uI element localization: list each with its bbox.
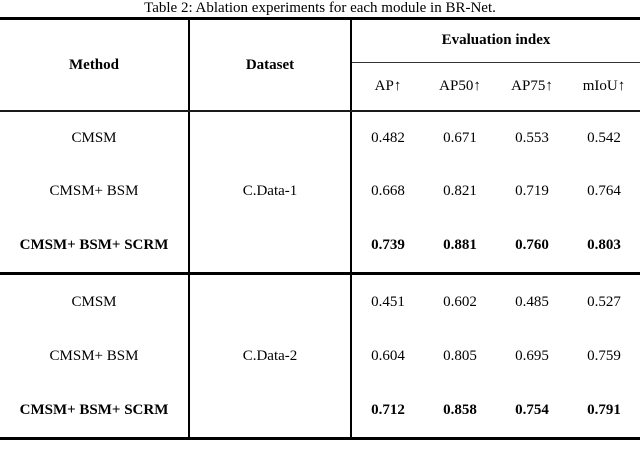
value-cell-ap75: 0.754 [515,401,549,418]
column-header-dataset: Dataset [190,20,352,110]
value-cell-ap50: 0.805 [443,347,477,364]
value-cell-ap: 0.604 [371,347,405,364]
table-row: CMSM 0.482 0.671 0.553 0.542 [0,112,640,166]
dataset-cell: C.Data-2 [190,329,352,383]
table-row: CMSM 0.451 0.602 0.485 0.527 [0,275,640,329]
column-header-method: Method [0,20,190,110]
column-group-evaluation-index: Evaluation index AP↑ AP50↑ AP75↑ mIoU↑ [352,20,640,110]
dataset-cell-spacer [190,218,352,272]
value-cell-ap75: 0.485 [515,293,549,310]
metric-header-ap50: AP50↑ [439,77,481,94]
value-cell-ap50: 0.881 [443,236,477,253]
value-cell-ap: 0.668 [371,183,405,200]
dataset-cell: C.Data-1 [190,165,352,219]
ablation-table: Method Dataset Evaluation index AP↑ AP50… [0,17,640,440]
metric-header-miou: mIoU↑ [582,77,626,94]
dataset-cell-spacer [190,112,352,166]
table-caption: Table 2: Ablation experiments for each m… [144,0,496,16]
table-row: CMSM+ BSM C.Data-1 0.668 0.821 0.719 0.7… [0,165,640,219]
method-cell: CMSM [0,275,190,329]
value-cell-miou: 0.803 [587,236,621,253]
table-row: CMSM+ BSM C.Data-2 0.604 0.805 0.695 0.7… [0,329,640,383]
value-cell-ap: 0.739 [371,236,405,253]
value-cell-ap50: 0.858 [443,401,477,418]
evaluation-index-label: Evaluation index [352,20,640,63]
value-cell-miou: 0.791 [587,401,621,418]
value-cell-ap75: 0.719 [515,183,549,200]
dataset-group-cdata1: CMSM 0.482 0.671 0.553 0.542 CMSM+ BSM C… [0,112,640,275]
metric-header-ap: AP↑ [374,77,402,94]
table-row: CMSM+ BSM+ SCRM 0.739 0.881 0.760 0.803 [0,218,640,272]
value-cell-ap75: 0.553 [515,130,549,147]
value-cell-ap50: 0.602 [443,293,477,310]
value-cell-ap50: 0.821 [443,183,477,200]
table-row: CMSM+ BSM+ SCRM 0.712 0.858 0.754 0.791 [0,383,640,437]
value-cell-miou: 0.527 [587,293,621,310]
value-cell-ap75: 0.695 [515,347,549,364]
dataset-cell-spacer [190,275,352,329]
metric-header-row: AP↑ AP50↑ AP75↑ mIoU↑ [352,63,640,110]
value-cell-ap50: 0.671 [443,130,477,147]
value-cell-miou: 0.542 [587,130,621,147]
value-cell-ap: 0.451 [371,293,405,310]
method-cell: CMSM+ BSM [0,165,190,219]
table-header-row: Method Dataset Evaluation index AP↑ AP50… [0,20,640,112]
value-cell-ap75: 0.760 [515,236,549,253]
method-cell: CMSM+ BSM+ SCRM [0,218,190,272]
value-cell-miou: 0.764 [587,183,621,200]
metric-header-ap75: AP75↑ [511,77,553,94]
method-cell: CMSM+ BSM [0,329,190,383]
value-cell-miou: 0.759 [587,347,621,364]
dataset-cell-spacer [190,383,352,437]
dataset-group-cdata2: CMSM 0.451 0.602 0.485 0.527 CMSM+ BSM C… [0,275,640,440]
method-cell: CMSM+ BSM+ SCRM [0,383,190,437]
value-cell-ap: 0.482 [371,130,405,147]
value-cell-ap: 0.712 [371,401,405,418]
method-cell: CMSM [0,112,190,166]
